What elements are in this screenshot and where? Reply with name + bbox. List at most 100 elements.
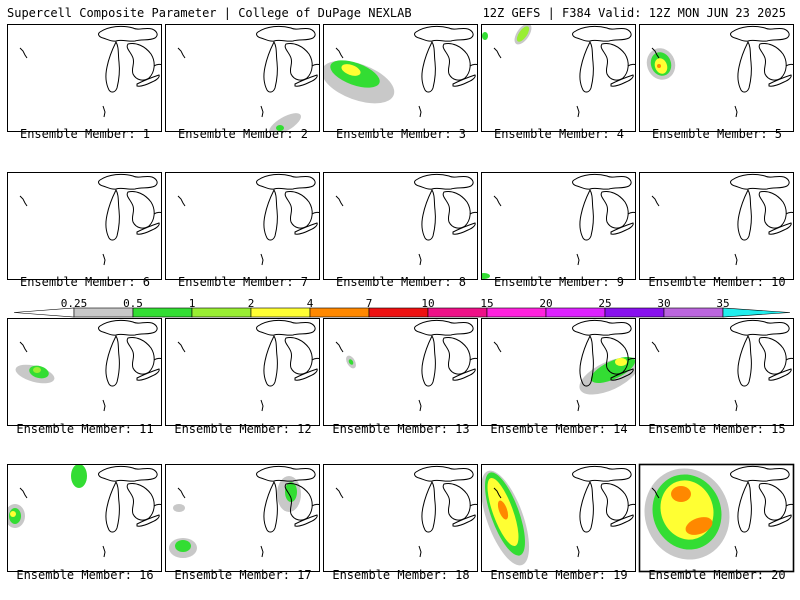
ensemble-member-label: Ensemble Member: 7 <box>177 275 309 289</box>
panel-border <box>639 24 794 132</box>
scp-shading-area <box>615 358 627 366</box>
ensemble-member-label: Ensemble Member: 17 <box>174 568 312 582</box>
panel-border <box>165 318 320 426</box>
ensemble-member-panel <box>323 172 478 280</box>
scp-shading-area <box>285 482 297 502</box>
colorbar-swatch <box>191 307 252 318</box>
ensemble-member-panel <box>639 24 794 132</box>
scp-shading-area <box>482 32 488 40</box>
scp-shading-area <box>516 26 530 42</box>
panel-border <box>639 318 794 426</box>
basemap-outline <box>335 173 478 266</box>
ensemble-member-panel <box>323 464 478 572</box>
ensemble-member-label: Ensemble Member: 6 <box>19 275 151 289</box>
panel-border <box>323 24 478 132</box>
colorbar-swatch <box>250 307 311 318</box>
panel-border <box>323 318 478 426</box>
ensemble-member-label: Ensemble Member: 20 <box>648 568 786 582</box>
ensemble-member-label: Ensemble Member: 4 <box>493 127 625 141</box>
colorbar-swatch <box>427 307 488 318</box>
ensemble-member-panel <box>7 24 162 132</box>
colorbar-swatch <box>545 307 606 318</box>
panel-border <box>7 464 162 572</box>
valid-time-label: 12Z GEFS | F384 Valid: 12Z MON JUN 23 20… <box>482 6 786 20</box>
ensemble-member-panel <box>481 172 636 280</box>
scp-shading-area <box>173 504 185 512</box>
ensemble-member-panel <box>639 318 794 426</box>
colorbar-tick-label: 0.5 <box>123 297 143 310</box>
panel-border <box>481 464 636 572</box>
ensemble-member-label: Ensemble Member: 12 <box>174 422 312 436</box>
panel-border <box>481 24 636 132</box>
scp-shading-area <box>71 464 87 488</box>
ensemble-member-panel <box>7 464 162 572</box>
scp-shading-area <box>685 517 713 535</box>
colorbar-tick-label: 10 <box>421 297 435 310</box>
ensemble-member-label: Ensemble Member: 8 <box>335 275 467 289</box>
colorbar <box>13 307 791 318</box>
scp-shading-area <box>657 64 661 68</box>
panel-border <box>7 24 162 132</box>
colorbar-swatch <box>486 307 547 318</box>
scp-shading-area <box>497 500 509 520</box>
ensemble-member-panel <box>165 318 320 426</box>
colorbar-swatch <box>368 307 429 318</box>
ensemble-member-label: Ensemble Member: 2 <box>177 127 309 141</box>
colorbar-swatch <box>604 307 665 318</box>
colorbar-tick-label: 30 <box>657 297 671 310</box>
chart-title: Supercell Composite Parameter | College … <box>7 6 412 20</box>
ensemble-member-label: Ensemble Member: 9 <box>493 275 625 289</box>
basemap-outline <box>177 173 320 266</box>
basemap-outline <box>19 25 162 118</box>
panel-border <box>481 172 636 280</box>
colorbar-high-arrow <box>722 307 791 318</box>
ensemble-member-panel <box>323 318 478 426</box>
colorbar-tick-label: 35 <box>716 297 730 310</box>
panel-border <box>323 172 478 280</box>
ensemble-member-label: Ensemble Member: 5 <box>651 127 783 141</box>
colorbar-tick-label: 25 <box>598 297 612 310</box>
ensemble-member-panel <box>638 463 795 573</box>
scp-shading-area <box>33 367 41 373</box>
ensemble-member-label: Ensemble Member: 19 <box>490 568 628 582</box>
basemap-outline <box>335 465 478 558</box>
panel-border <box>165 24 320 132</box>
panel-border <box>481 318 636 426</box>
colorbar-tick-label: 4 <box>306 297 314 310</box>
ensemble-member-panel <box>165 172 320 280</box>
basemap-outline <box>177 319 320 412</box>
ensemble-member-panel <box>481 318 636 426</box>
ensemble-member-panel <box>165 24 320 132</box>
basemap-outline <box>177 465 320 558</box>
ensemble-member-panel <box>323 24 478 132</box>
panel-border <box>638 463 795 573</box>
ensemble-member-panel <box>7 318 162 426</box>
ensemble-member-panel <box>7 172 162 280</box>
basemap-outline <box>177 25 320 118</box>
ensemble-member-label: Ensemble Member: 3 <box>335 127 467 141</box>
ensemble-member-panel <box>481 24 636 132</box>
basemap-outline <box>493 173 636 266</box>
colorbar-tick-label: 20 <box>539 297 553 310</box>
panel-border <box>165 464 320 572</box>
panel-border <box>323 464 478 572</box>
ensemble-member-label: Ensemble Member: 14 <box>490 422 628 436</box>
ensemble-member-label: Ensemble Member: 18 <box>332 568 470 582</box>
colorbar-swatch <box>663 307 724 318</box>
basemap-outline <box>651 319 794 412</box>
scp-shading-area <box>341 64 361 76</box>
ensemble-member-label: Ensemble Member: 10 <box>648 275 786 289</box>
scp-shading-area <box>348 359 354 365</box>
colorbar-swatch <box>309 307 370 318</box>
colorbar-tick-label: 1 <box>188 297 196 310</box>
ensemble-member-label: Ensemble Member: 13 <box>332 422 470 436</box>
ensemble-member-panel <box>481 464 636 572</box>
ensemble-member-panel <box>639 172 794 280</box>
ensemble-member-label: Ensemble Member: 11 <box>16 422 154 436</box>
colorbar-tick-label: 2 <box>247 297 255 310</box>
basemap-outline <box>19 319 162 412</box>
basemap-outline <box>19 465 162 558</box>
colorbar-tick-label: 15 <box>480 297 494 310</box>
panel-border <box>7 172 162 280</box>
